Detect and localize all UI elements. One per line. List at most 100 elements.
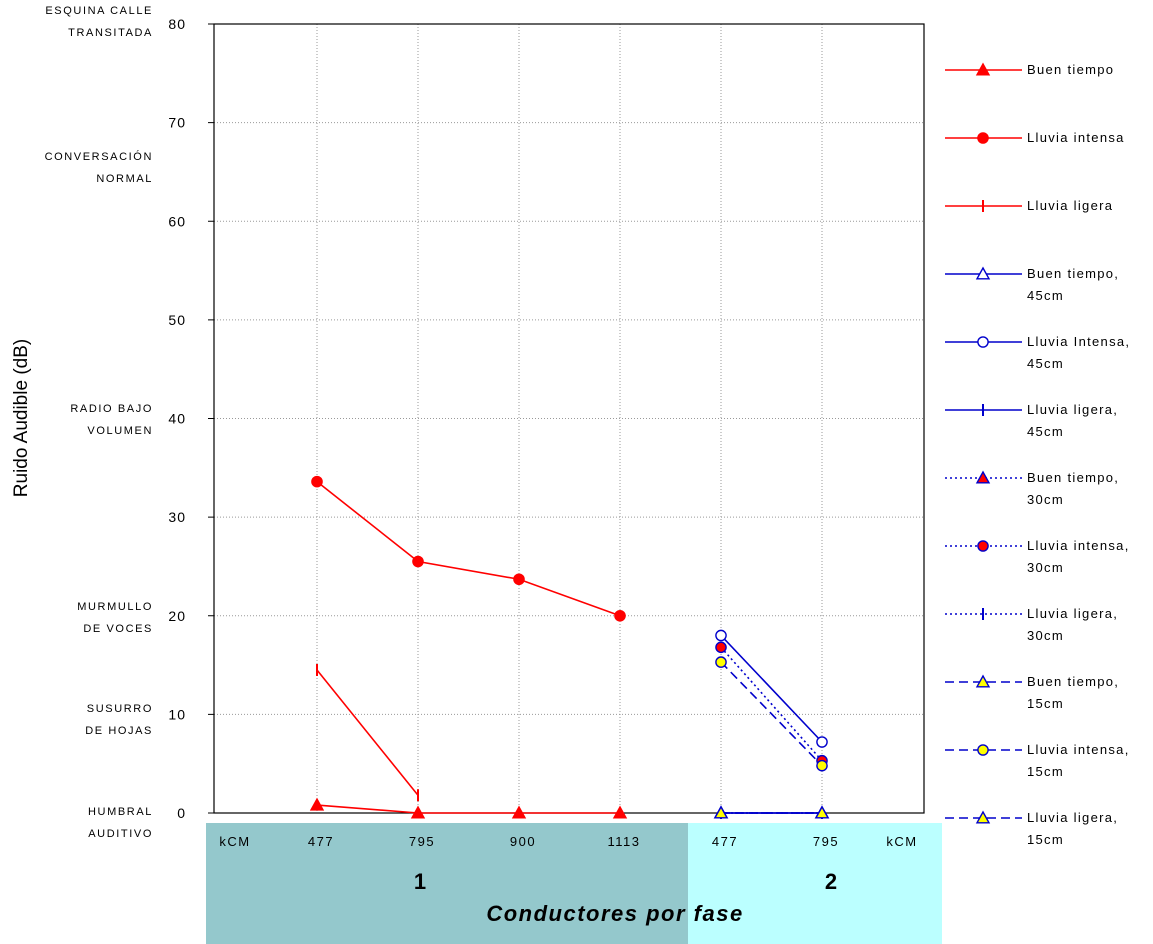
series-line bbox=[720, 646, 823, 762]
reference-level-label: ESQUINA CALLE bbox=[45, 5, 153, 17]
series-layer bbox=[309, 475, 830, 819]
data-point bbox=[715, 641, 727, 654]
legend-label: Buen tiempo, bbox=[1027, 674, 1119, 689]
legend-marker bbox=[975, 470, 991, 484]
reference-level-label: TRANSITADA bbox=[68, 27, 153, 39]
legend-item: Lluvia intensa, 30cm bbox=[945, 538, 1130, 575]
legend-label: Lluvia ligera, bbox=[1027, 810, 1118, 825]
series-line bbox=[720, 661, 823, 767]
x-tick-label: 900 bbox=[510, 834, 536, 849]
legend-item: Lluvia intensa, 15cm bbox=[945, 742, 1128, 779]
series-lluvia-intensa-30cm bbox=[715, 641, 828, 767]
data-point bbox=[816, 736, 828, 748]
legend-marker bbox=[975, 266, 991, 280]
legend-marker bbox=[977, 336, 989, 348]
y-tick-label: 10 bbox=[168, 706, 186, 722]
legend-item: Buen tiempo, 45cm bbox=[945, 266, 1118, 303]
legend-label: Lluvia ligera, bbox=[1027, 402, 1118, 417]
legend-label: 30cm bbox=[1027, 628, 1064, 643]
data-point bbox=[511, 805, 527, 819]
legend-marker bbox=[975, 674, 991, 688]
data-point bbox=[715, 629, 727, 642]
y-tick-label: 70 bbox=[168, 115, 186, 131]
legend-item: Buen tiempo bbox=[945, 62, 1114, 77]
data-point bbox=[612, 805, 628, 819]
x-tick-label: 1113 bbox=[608, 834, 641, 849]
series-lluvia-ligera-15cm bbox=[713, 805, 830, 819]
y-tick-label: 0 bbox=[177, 805, 186, 821]
group-label-2: 2 bbox=[825, 869, 837, 894]
y-axis-ticks: 0 10 20 30 40 50 60 70 80 bbox=[168, 16, 214, 821]
legend-marker bbox=[975, 62, 991, 76]
legend-item: Lluvia ligera bbox=[945, 198, 1113, 213]
series-line bbox=[720, 634, 823, 743]
data-point bbox=[614, 609, 626, 622]
legend-label: Buen tiempo, bbox=[1027, 470, 1119, 485]
data-point bbox=[814, 805, 830, 819]
y-tick-label: 40 bbox=[168, 411, 186, 427]
reference-level-label: DE HOJAS bbox=[85, 725, 153, 737]
x-unit-label-right: kCM bbox=[886, 834, 917, 849]
y-axis-title: Ruido Audible (dB) bbox=[11, 339, 32, 497]
data-point bbox=[513, 573, 525, 586]
series-line bbox=[316, 480, 621, 617]
reference-levels: ESQUINA CALLE TRANSITADA CONVERSACIÓN NORMA… bbox=[45, 5, 153, 840]
legend-item: Lluvia intensa bbox=[945, 130, 1125, 145]
reference-level-label: RADIO BAJO bbox=[70, 403, 153, 415]
legend: Buen tiempo Lluvia intensa Lluvia ligera Bu… bbox=[945, 62, 1130, 847]
legend-label: 30cm bbox=[1027, 492, 1064, 507]
legend-label: Lluvia intensa, bbox=[1027, 538, 1130, 553]
reference-level-label: SUSURRO bbox=[87, 703, 153, 715]
y-tick-label: 30 bbox=[168, 509, 186, 525]
legend-label: 45cm bbox=[1027, 356, 1064, 371]
reference-level-label: AUDITIVO bbox=[88, 828, 153, 840]
y-tick-label: 60 bbox=[168, 213, 186, 229]
legend-label: 45cm bbox=[1027, 288, 1064, 303]
y-tick-label: 80 bbox=[168, 16, 186, 32]
legend-marker bbox=[977, 132, 989, 144]
gridlines bbox=[214, 24, 924, 813]
legend-label: Buen tiempo bbox=[1027, 62, 1114, 77]
legend-label: Lluvia Intensa, bbox=[1027, 334, 1130, 349]
reference-level-label: MURMULLO bbox=[77, 601, 153, 613]
reference-level-label: VOLUMEN bbox=[87, 425, 153, 437]
legend-label: 15cm bbox=[1027, 696, 1064, 711]
legend-item: Lluvia ligera, 45cm bbox=[945, 402, 1118, 439]
legend-label: Lluvia ligera, bbox=[1027, 606, 1118, 621]
legend-item: Lluvia ligera, 15cm bbox=[945, 810, 1118, 847]
legend-label: 30cm bbox=[1027, 560, 1064, 575]
legend-label: Lluvia ligera bbox=[1027, 198, 1113, 213]
legend-item: Lluvia Intensa, 45cm bbox=[945, 334, 1130, 371]
y-tick-label: 50 bbox=[168, 312, 186, 328]
x-tick-label: 477 bbox=[308, 834, 334, 849]
x-axis-ticks: kCM 477 795 900 1113 477 795 kCM bbox=[219, 834, 917, 849]
x-tick-label: 795 bbox=[813, 834, 839, 849]
reference-level-label: HUMBRAL bbox=[88, 806, 153, 818]
data-point bbox=[816, 759, 828, 772]
x-tick-label: 477 bbox=[712, 834, 738, 849]
series-lluvia-intensa-15cm bbox=[715, 656, 828, 772]
data-point bbox=[713, 805, 729, 819]
legend-label: Lluvia intensa bbox=[1027, 130, 1125, 145]
x-unit-label-left: kCM bbox=[219, 834, 250, 849]
reference-level-label: CONVERSACIÓN bbox=[45, 150, 153, 163]
y-tick-label: 20 bbox=[168, 608, 186, 624]
series-lluvia-ligera bbox=[316, 663, 419, 802]
legend-label: 15cm bbox=[1027, 764, 1064, 779]
data-point bbox=[309, 797, 325, 811]
reference-level-label: NORMAL bbox=[96, 173, 153, 185]
category-band-2 bbox=[688, 823, 942, 944]
legend-item: Buen tiempo, 15cm bbox=[945, 674, 1119, 711]
data-point bbox=[311, 475, 323, 488]
data-point bbox=[410, 805, 426, 819]
reference-level-label: DE VOCES bbox=[83, 623, 153, 635]
data-point bbox=[715, 656, 727, 668]
legend-marker bbox=[977, 540, 989, 552]
series-line bbox=[316, 669, 419, 796]
series-lluvia-intensa bbox=[311, 475, 626, 622]
legend-label: 45cm bbox=[1027, 424, 1064, 439]
series-buen-tiempo bbox=[309, 797, 628, 819]
data-point bbox=[412, 555, 424, 568]
